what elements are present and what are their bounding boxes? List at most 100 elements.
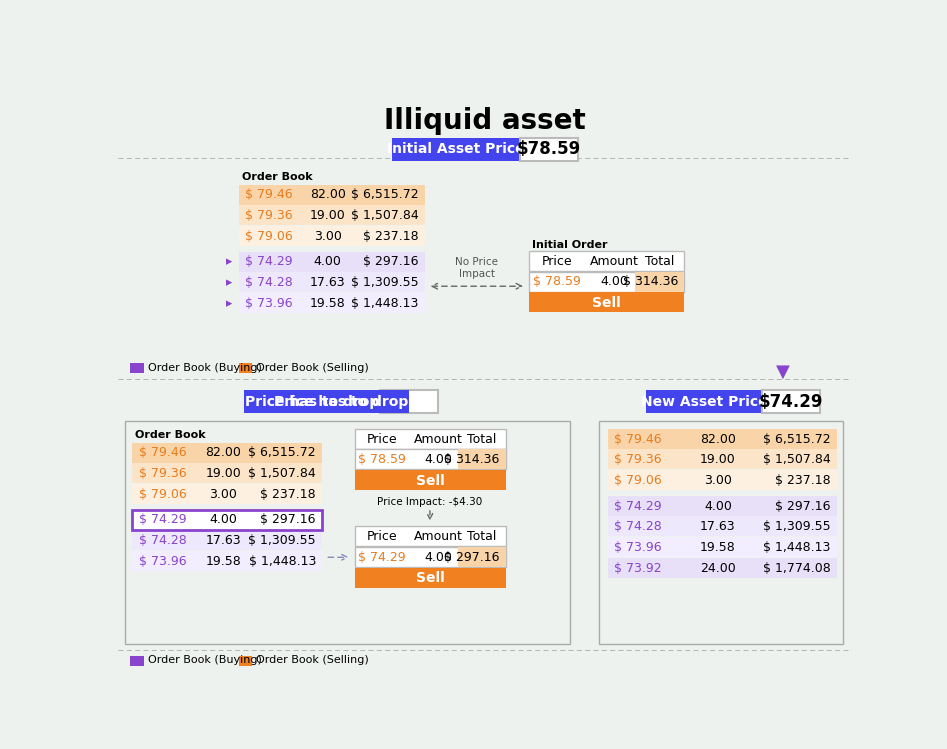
Text: $ 1,448.13: $ 1,448.13	[351, 297, 419, 310]
Bar	[133, 464, 322, 483]
Bar	[133, 530, 322, 551]
Text: $ 314.36: $ 314.36	[444, 453, 500, 467]
Text: $ 1,309.55: $ 1,309.55	[763, 521, 831, 533]
Text: $74.29: $74.29	[759, 392, 823, 410]
Text: 17.63: 17.63	[310, 276, 346, 289]
Text: Order Book: Order Book	[241, 172, 313, 182]
Text: $ 78.59: $ 78.59	[358, 453, 406, 467]
Text: 4.00: 4.00	[313, 255, 342, 268]
Bar	[239, 252, 424, 272]
Bar	[130, 656, 144, 666]
Text: Total: Total	[646, 255, 675, 267]
Text: 4.00: 4.00	[424, 453, 452, 467]
Bar	[355, 527, 506, 547]
Bar	[608, 470, 837, 491]
Text: 17.63: 17.63	[700, 521, 736, 533]
Text: $ 79.06: $ 79.06	[615, 474, 662, 487]
Bar	[130, 363, 144, 373]
Text: 82.00: 82.00	[310, 189, 346, 201]
Bar	[239, 293, 424, 313]
Text: Sell: Sell	[416, 571, 445, 586]
Bar	[608, 428, 837, 449]
Bar	[599, 421, 843, 644]
Text: $ 1,309.55: $ 1,309.55	[248, 534, 316, 548]
Text: 19.58: 19.58	[700, 541, 736, 554]
Text: ▸: ▸	[226, 255, 232, 268]
Text: 17.63: 17.63	[205, 534, 241, 548]
Bar	[608, 496, 837, 516]
Text: 82.00: 82.00	[700, 433, 736, 446]
Text: 19.00: 19.00	[700, 453, 736, 467]
Text: $ 74.28: $ 74.28	[615, 521, 662, 533]
Text: $ 79.36: $ 79.36	[244, 209, 293, 222]
Bar	[239, 184, 424, 204]
Bar	[380, 390, 438, 413]
Text: $ 74.29: $ 74.29	[615, 500, 662, 512]
Bar	[608, 449, 837, 470]
Text: Total: Total	[467, 433, 496, 446]
Text: $ 79.46: $ 79.46	[138, 446, 187, 459]
Text: 3.00: 3.00	[209, 488, 238, 501]
Text: $ 73.96: $ 73.96	[615, 541, 662, 554]
Text: Price Impact: -$4.30: Price Impact: -$4.30	[377, 497, 483, 507]
Text: $ 79.46: $ 79.46	[244, 189, 293, 201]
Text: 4.00: 4.00	[209, 513, 238, 527]
Text: 4.00: 4.00	[704, 500, 732, 512]
Bar	[608, 537, 837, 557]
Text: $ 74.28: $ 74.28	[244, 276, 293, 289]
Text: $ 79.06: $ 79.06	[244, 230, 293, 243]
Text: Order Book (Selling): Order Book (Selling)	[257, 655, 369, 665]
Text: Amount: Amount	[414, 433, 462, 446]
Text: $ 1,507.84: $ 1,507.84	[248, 467, 316, 480]
Text: $ 73.92: $ 73.92	[615, 562, 662, 575]
Text: $ 79.36: $ 79.36	[138, 467, 187, 480]
Bar	[125, 421, 570, 644]
Bar	[634, 272, 684, 291]
Bar	[520, 138, 578, 161]
Text: $ 74.29: $ 74.29	[244, 255, 293, 268]
Text: $ 6,515.72: $ 6,515.72	[763, 433, 831, 446]
Text: 3.00: 3.00	[704, 474, 732, 487]
Text: Price has to drop: Price has to drop	[244, 395, 379, 409]
Text: $ 6,515.72: $ 6,515.72	[350, 189, 419, 201]
Text: $ 74.29: $ 74.29	[138, 513, 187, 527]
Bar	[133, 509, 322, 530]
Text: Illiquid asset: Illiquid asset	[384, 107, 586, 135]
Bar	[133, 551, 322, 571]
Bar	[608, 517, 837, 536]
Bar	[457, 548, 506, 567]
Bar	[239, 205, 424, 225]
Text: 19.58: 19.58	[310, 297, 346, 310]
Bar	[239, 273, 424, 292]
Text: Total: Total	[467, 530, 496, 543]
Text: $ 297.16: $ 297.16	[444, 551, 500, 564]
Text: ▸: ▸	[226, 297, 232, 310]
Text: $ 1,774.08: $ 1,774.08	[763, 562, 831, 575]
Text: No Price
Impact: No Price Impact	[456, 257, 498, 279]
Text: $78.59: $78.59	[517, 140, 581, 158]
Text: 19.00: 19.00	[310, 209, 346, 222]
Text: Price has to drop: Price has to drop	[274, 395, 408, 409]
Bar	[529, 251, 684, 271]
Text: Order Book (Buying): Order Book (Buying)	[148, 363, 261, 373]
Text: $ 1,448.13: $ 1,448.13	[249, 555, 316, 568]
Bar	[529, 292, 684, 312]
Text: 82.00: 82.00	[205, 446, 241, 459]
Text: 4.00: 4.00	[424, 551, 452, 564]
Text: $ 297.16: $ 297.16	[775, 500, 831, 512]
Text: Sell: Sell	[416, 473, 445, 488]
Text: Order Book: Order Book	[135, 430, 206, 440]
Text: $ 237.18: $ 237.18	[260, 488, 316, 501]
Text: $ 297.16: $ 297.16	[260, 513, 316, 527]
Text: $ 237.18: $ 237.18	[363, 230, 419, 243]
Text: Price: Price	[542, 255, 572, 267]
Bar	[762, 390, 820, 413]
Bar	[355, 428, 506, 449]
Text: $ 78.59: $ 78.59	[533, 276, 581, 288]
Bar	[355, 470, 506, 491]
Text: $ 314.36: $ 314.36	[622, 276, 678, 288]
Text: New Asset Price: New Asset Price	[640, 395, 767, 409]
Text: $ 73.96: $ 73.96	[138, 555, 187, 568]
Text: $ 73.96: $ 73.96	[244, 297, 293, 310]
Text: 19.00: 19.00	[205, 467, 241, 480]
